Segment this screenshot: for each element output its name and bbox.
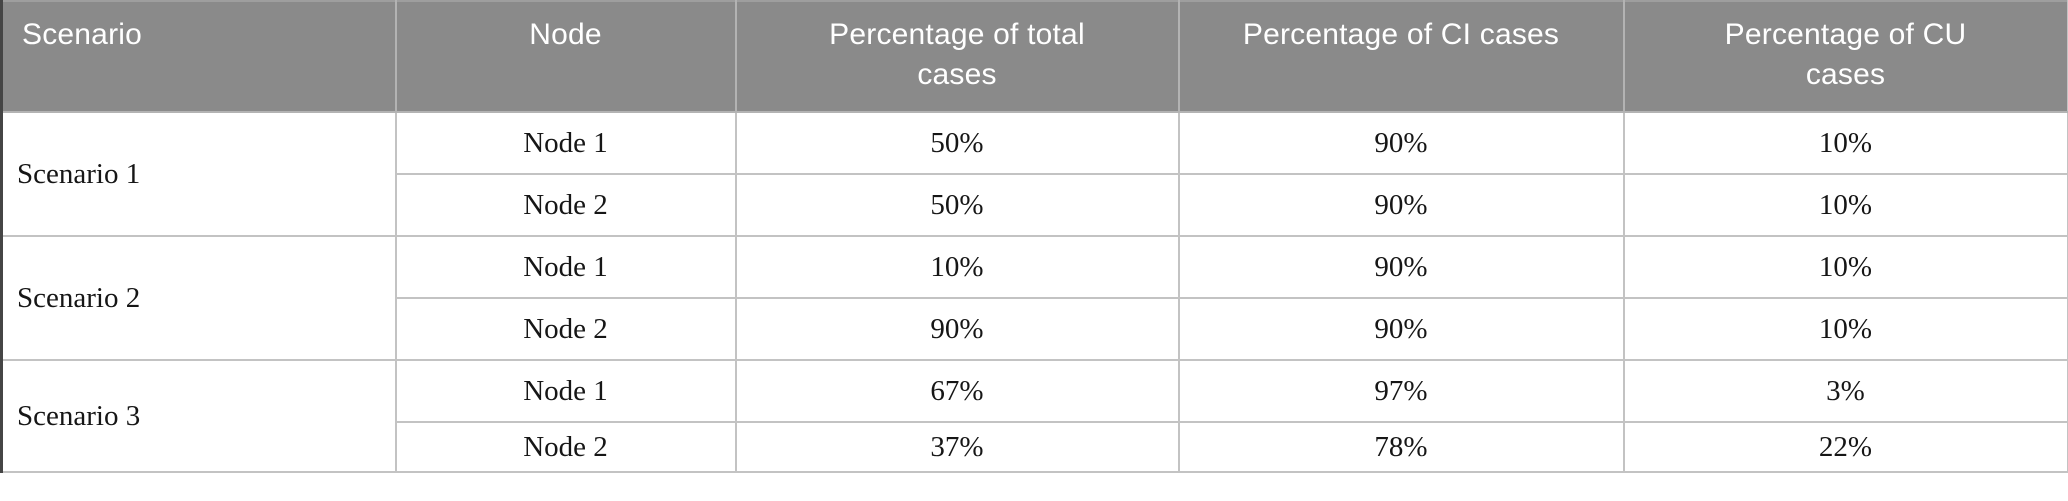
ci-cases-cell: 90% (1177, 297, 1625, 361)
table-row: Node 2 90% 90% 10% (2, 297, 2068, 361)
node-cell: Node 2 (395, 421, 737, 473)
ci-cases-cell: 90% (1177, 235, 1625, 299)
cu-cases-cell: 3% (1622, 359, 2068, 423)
cu-cases-cell: 10% (1622, 297, 2068, 361)
scenario-cell: Scenario 3 (1, 359, 397, 473)
table-row: Scenario 1 Node 1 50% 90% 10% (1, 111, 2068, 237)
scenario-cell: Scenario 2 (1, 235, 397, 361)
ci-cases-cell: 90% (1177, 173, 1625, 237)
node-cell: Node 2 (395, 297, 737, 361)
scenarios-table: Scenario Node Percentage of total cases … (0, 0, 2068, 473)
node-cell: Node 1 (394, 359, 737, 423)
cu-cases-cell: 10% (1622, 235, 2068, 299)
total-cases-cell: 37% (734, 421, 1180, 473)
cu-cases-cell: 22% (1622, 421, 2068, 473)
table-row: Scenario 2 Node 1 10% 90% 10% (1, 235, 2068, 361)
ci-cases-cell: 78% (1177, 421, 1625, 473)
scenario-cell: Scenario 1 (1, 111, 397, 237)
header-cell-total-cases: Percentage of total cases (734, 1, 1180, 113)
table-row: Scenario 3 Node 1 67% 97% 3% (1, 359, 2068, 473)
header-cell-ci-cases: Percentage of CI cases (1177, 1, 1625, 113)
total-cases-cell: 90% (734, 297, 1180, 361)
cu-cases-cell: 10% (1622, 173, 2068, 237)
ci-cases-cell: 90% (1177, 111, 1625, 175)
header-cell-cu-cases: Percentage of CU cases (1622, 1, 2068, 113)
total-cases-cell: 10% (734, 235, 1180, 299)
total-cases-cell: 67% (734, 359, 1180, 423)
header-cell-scenario: Scenario (1, 1, 397, 113)
node-cell: Node 2 (395, 173, 737, 237)
ci-cases-cell: 97% (1177, 359, 1625, 423)
node-cell: Node 1 (394, 235, 737, 299)
table-row: Node 2 37% 78% 22% (2, 421, 2068, 473)
total-cases-cell: 50% (734, 111, 1180, 175)
table-row: Node 2 50% 90% 10% (2, 173, 2068, 237)
node-cell: Node 1 (394, 111, 737, 175)
table-body: Scenario 1 Node 1 50% 90% 10% Node 2 50%… (1, 111, 2068, 473)
header-cell-node: Node (394, 1, 737, 113)
cu-cases-cell: 10% (1622, 111, 2068, 175)
total-cases-cell: 50% (734, 173, 1180, 237)
table-header: Scenario Node Percentage of total cases … (1, 1, 2068, 113)
header-row: Scenario Node Percentage of total cases … (1, 1, 2068, 113)
